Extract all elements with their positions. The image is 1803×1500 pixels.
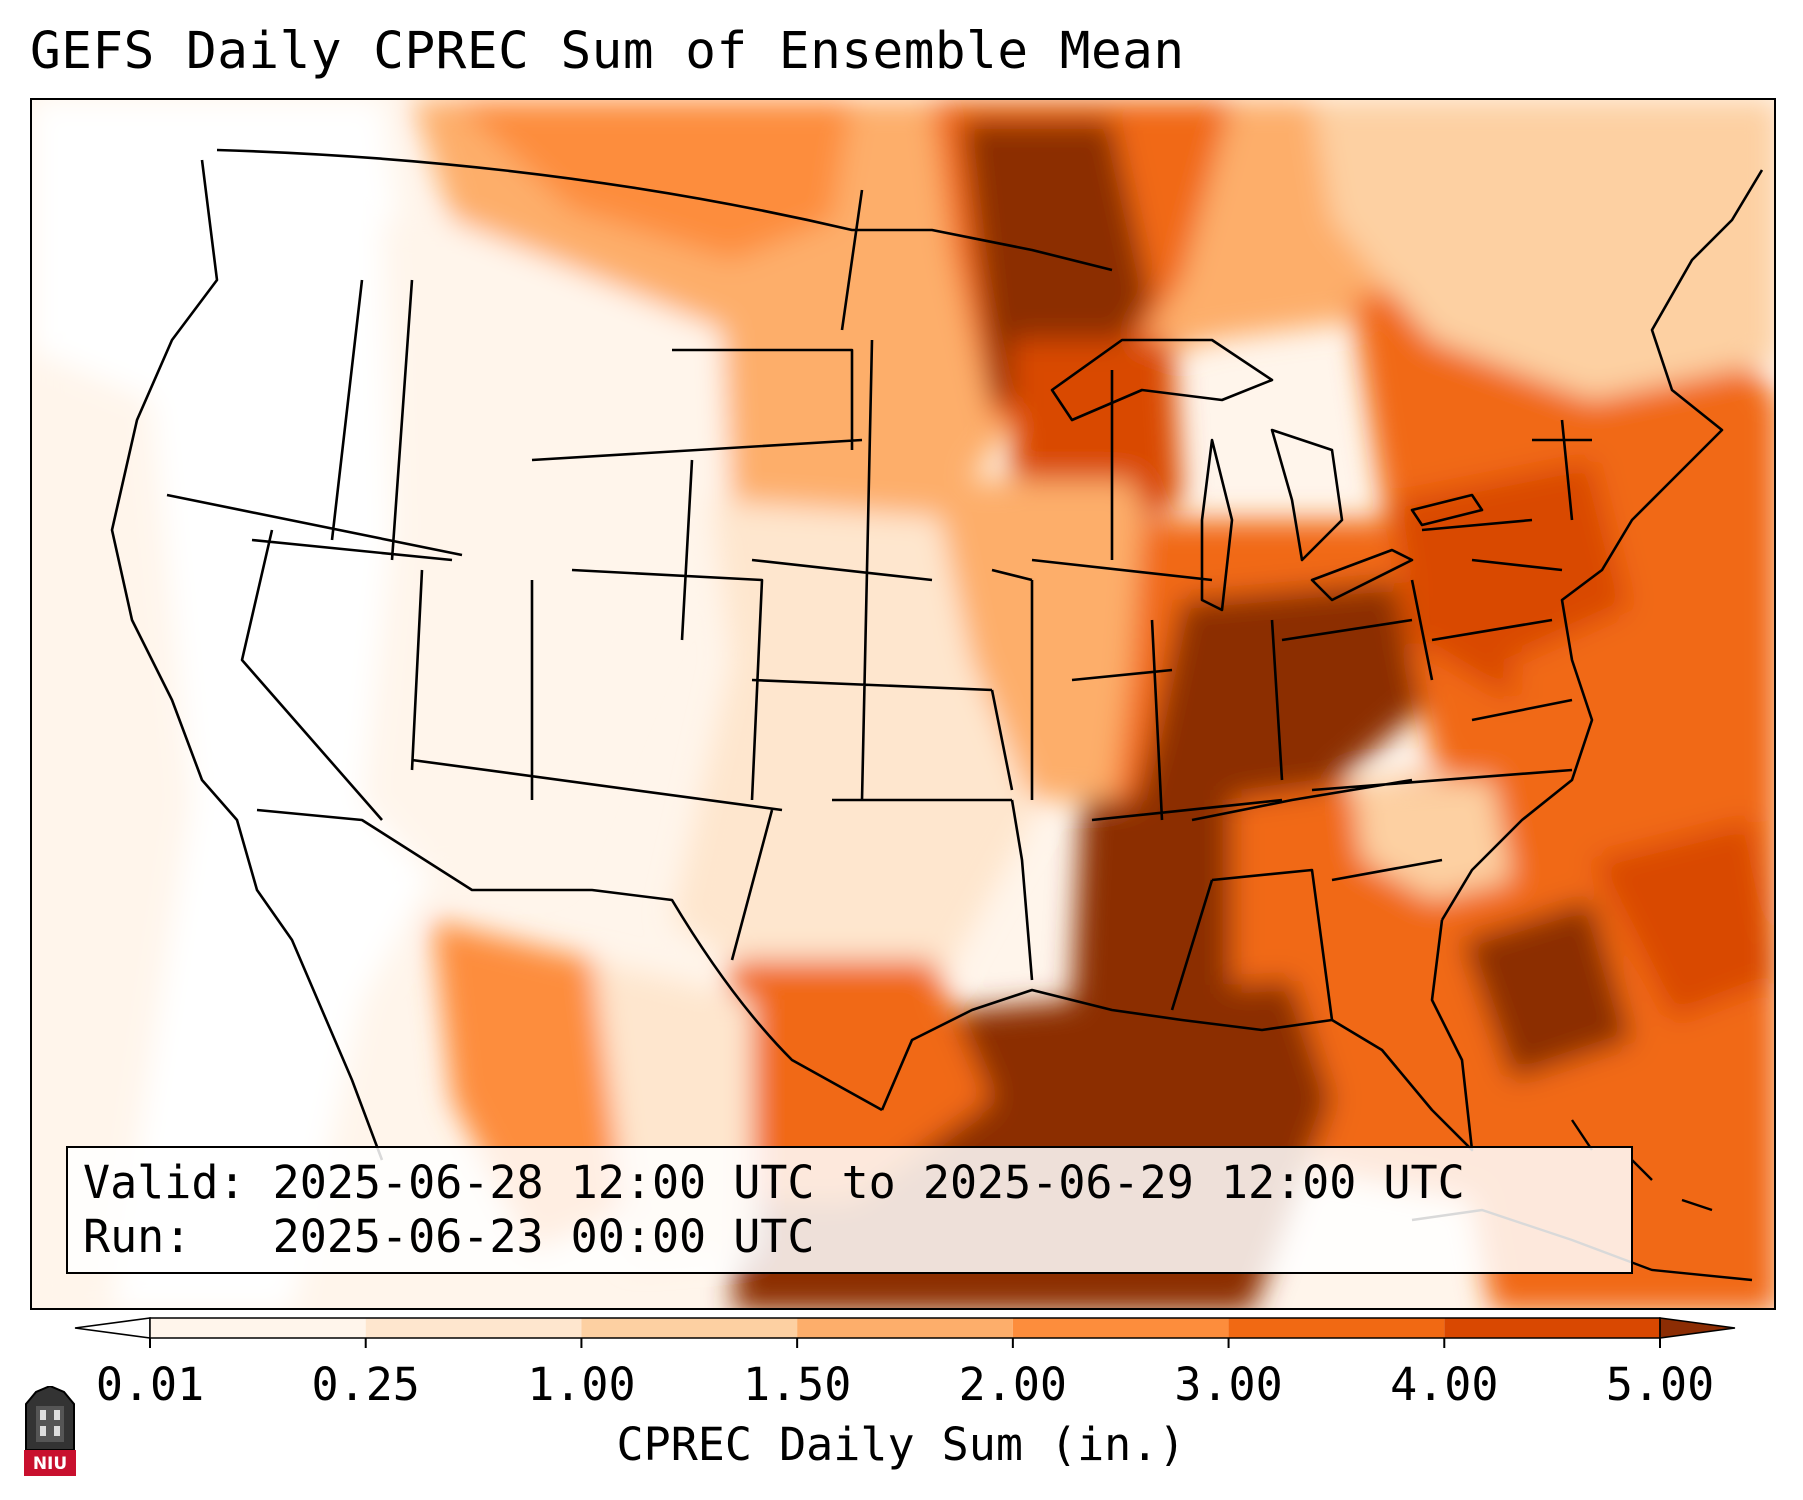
lake-erie [1310,548,1414,602]
colorbar-tick-label: 2.00 [958,1358,1068,1411]
colorbar-over-extension [1659,1317,1736,1339]
colorbar-segment [365,1318,582,1338]
colorbar-under-extension [74,1317,151,1339]
canada-light [1312,100,1774,400]
midwest-moderate [932,480,1182,800]
colorbar-segment [1444,1318,1660,1338]
niu-logo-graphic [24,1384,76,1476]
map-canvas [32,100,1774,1308]
atlantic-moderate [1452,541,1774,1308]
colorbar-segment [150,1318,366,1338]
colorbar-tick-label: 1.50 [742,1358,852,1411]
colorbar-outline [149,1317,1661,1339]
niu-logo: NIU [22,1384,78,1478]
lake-huron [1270,428,1344,562]
colorbar-tick-label: 5.00 [1605,1358,1715,1411]
gulf-moderate [712,960,992,1200]
page-title: GEFS Daily CPREC Sum of Ensemble Mean [30,22,1185,81]
atlantic-heavy-1 [1462,900,1632,1080]
colorbar-segment [797,1318,1013,1338]
colorbar-segment [1228,1318,1445,1338]
bahamas-outline [1571,1119,1713,1212]
mexico-border [256,808,883,1112]
canada-border [216,148,1113,272]
central-plains-light [672,500,1032,1000]
lake-ontario [1410,493,1484,527]
colorbar-tick-label: 0.25 [311,1358,420,1411]
colorbar-label: CPREC Daily Sum (in.) [616,1418,1186,1471]
lake-michigan [1200,438,1234,612]
west-coastline [110,159,384,1161]
colorbar-segment [1012,1318,1229,1338]
niu-logo-text: NIU [32,1454,68,1474]
intermountain-light [362,220,752,880]
valid-time-line: Valid: 2025-06-28 12:00 UTC to 2025-06-2… [83,1156,1465,1209]
pacific-light [32,350,192,1308]
map-boundaries [110,148,1764,1161]
atlantic-heavy-2 [1592,820,1774,1020]
atlantic-coastline [1440,169,1764,921]
colorbar-tick-label: 1.00 [527,1358,636,1411]
lake-superior [1050,338,1274,422]
colorbar-tick-label: 0.01 [95,1358,205,1411]
validity-info-box: Valid: 2025-06-28 12:00 UTC to 2025-06-2… [66,1146,1633,1274]
run-time-line: Run: 2025-06-23 00:00 UTC [83,1210,815,1263]
state-lines [166,189,1592,1021]
colorbar-tick-label: 3.00 [1174,1358,1283,1411]
gulf-coastline [880,919,1474,1152]
colorbar-tick-label: 4.00 [1390,1358,1499,1411]
colorbar-segment [581,1318,798,1338]
north-tier-heavy [452,100,852,260]
precip-map [30,98,1776,1310]
precip-field [32,100,1774,1308]
colorbar-segments [74,1317,1736,1348]
